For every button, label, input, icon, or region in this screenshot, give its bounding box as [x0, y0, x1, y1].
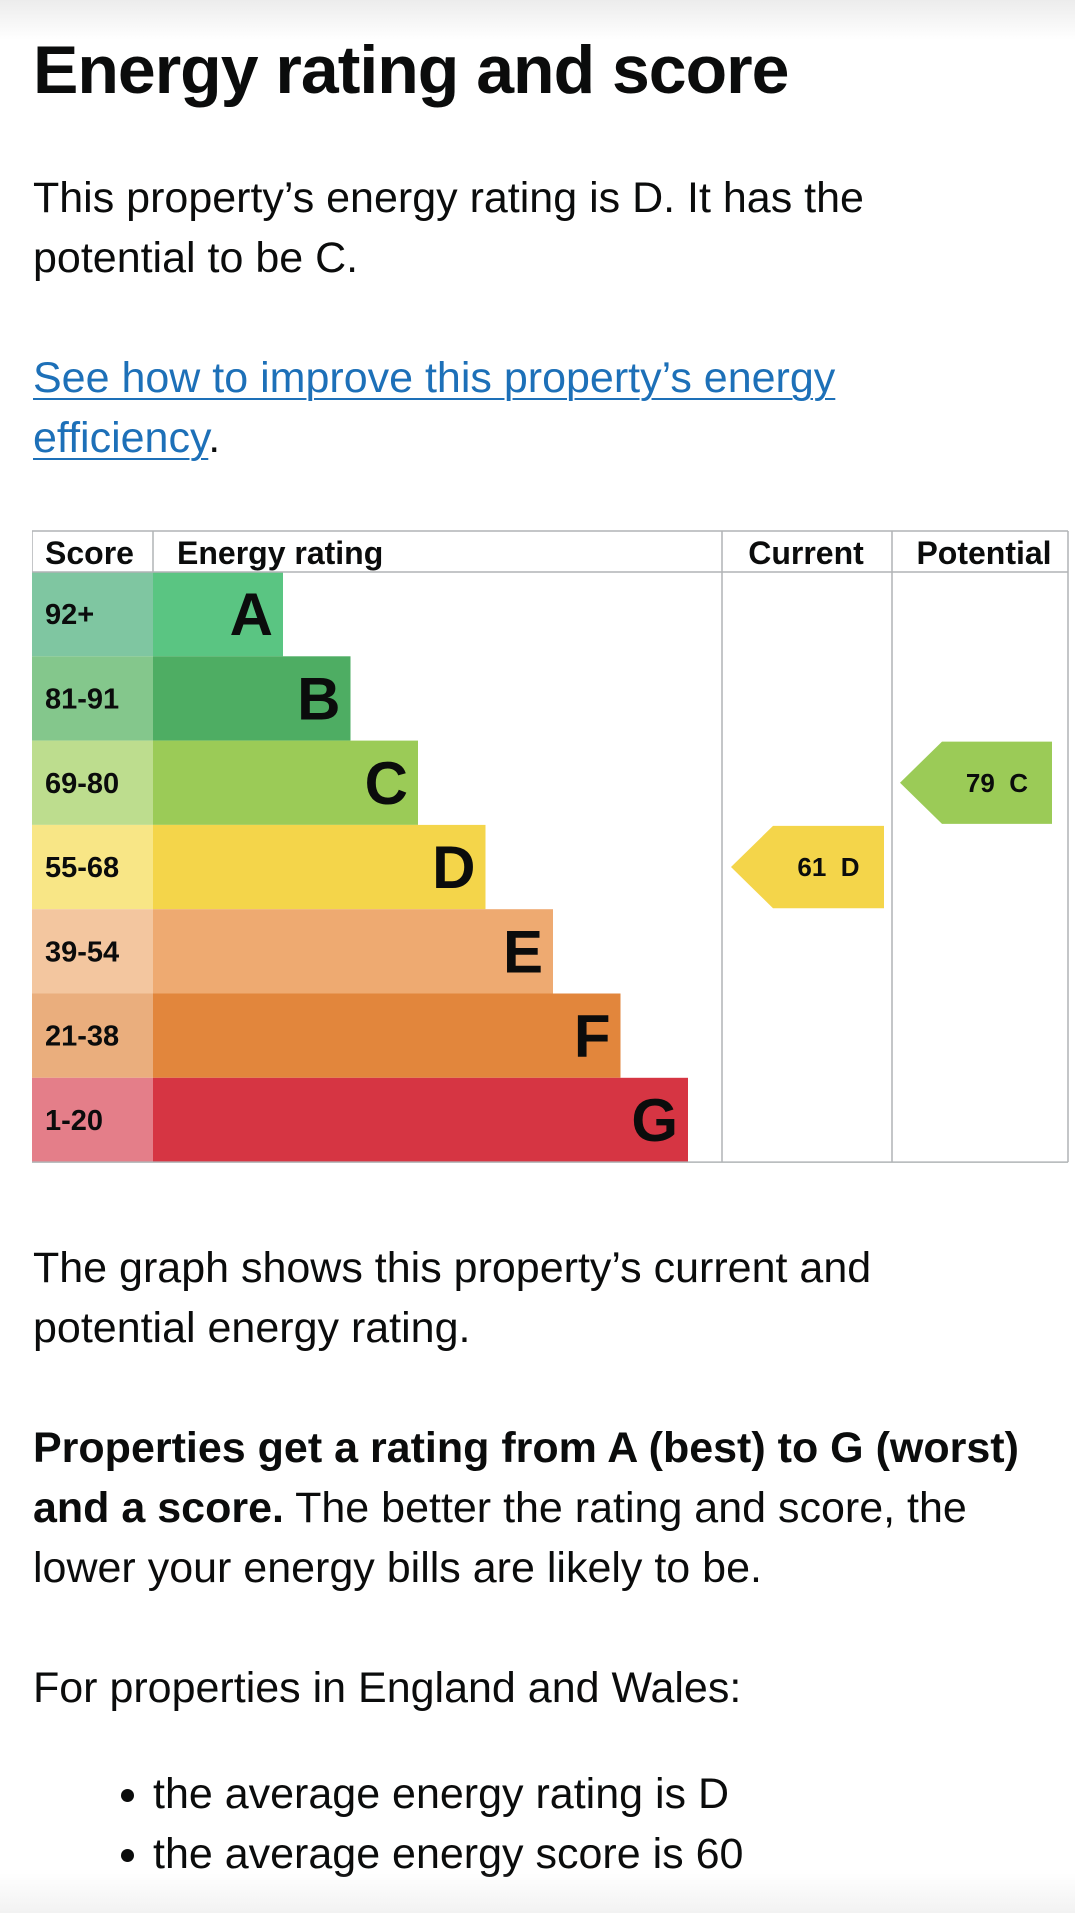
bottom-shadow — [0, 1873, 1075, 1913]
score-range-e: 39-54 — [45, 936, 119, 968]
score-cell-d — [32, 824, 153, 910]
improve-link-paragraph: See how to improve this property’s energ… — [33, 348, 993, 468]
potential-rating-arrow — [900, 741, 1052, 824]
score-range-a: 92+ — [45, 599, 94, 631]
rating-bar-c — [153, 740, 418, 825]
rating-letter-g: G — [631, 1087, 678, 1154]
ratings-explainer: Properties get a rating from A (best) to… — [33, 1418, 1043, 1598]
rating-bar-a — [153, 572, 283, 657]
top-shadow — [0, 0, 1075, 40]
averages-list: the average energy rating is D the avera… — [103, 1764, 743, 1884]
average-score-item: the average energy score is 60 — [153, 1824, 743, 1884]
score-range-f: 21-38 — [45, 1021, 119, 1053]
current-rating-label: 61 D — [797, 852, 859, 882]
rating-bar-g — [153, 1077, 688, 1163]
rating-arrows: 61 D 79 C — [731, 741, 1052, 909]
graph-grid — [32, 530, 1069, 1163]
header-energy-rating: Energy rating — [177, 535, 383, 571]
rating-letter-c: C — [365, 750, 408, 817]
rating-bands: 92+ A 81-91 B 69-80 C 55-68 D 39-54 E 21-38 F 1-20 G — [32, 572, 688, 1163]
rating-letter-d: D — [432, 834, 475, 901]
header-score: Score — [45, 535, 134, 571]
header-current: Current — [748, 535, 864, 571]
average-rating-item: the average energy rating is D — [153, 1764, 743, 1824]
score-cell-e — [32, 909, 153, 994]
rating-letter-e: E — [503, 918, 543, 985]
score-cell-b — [32, 656, 153, 741]
rating-bar-f — [153, 993, 621, 1078]
score-cell-g — [32, 1077, 153, 1163]
link-suffix: . — [208, 414, 221, 462]
score-range-g: 1-20 — [45, 1105, 103, 1137]
rating-letter-a: A — [230, 581, 273, 648]
score-range-c: 69-80 — [45, 768, 119, 800]
score-range-d: 55-68 — [45, 852, 119, 884]
score-range-b: 81-91 — [45, 683, 119, 715]
improve-efficiency-link[interactable]: See how to improve this property’s energ… — [33, 354, 836, 462]
score-cell-a — [32, 572, 153, 657]
rating-letter-f: F — [574, 1003, 611, 1070]
header-potential: Potential — [916, 535, 1051, 571]
current-rating-arrow — [731, 825, 884, 909]
ratings-explainer-bold: Properties get a rating from A (best) to… — [33, 1424, 1019, 1532]
score-cell-f — [32, 993, 153, 1078]
energy-rating-graph: 92+ A81-91 B69-80 C55-68 D39-54 E21-38 F1-20 G … — [32, 530, 1069, 1163]
score-cell-c — [32, 740, 153, 825]
rating-letter-b: B — [297, 665, 340, 732]
graph-description: The graph shows this property’s current … — [33, 1244, 872, 1352]
region-intro: For properties in England and Wales: — [33, 1664, 742, 1712]
rating-summary: This property’s energy rating is D. It h… — [33, 174, 864, 282]
rating-bar-e — [153, 909, 553, 994]
rating-bar-d — [153, 824, 486, 910]
ratings-explainer-rest: The better the rating and score, the low… — [33, 1484, 967, 1592]
potential-rating-label: 79 C — [966, 768, 1028, 798]
page-title: Energy rating and score — [33, 32, 789, 108]
rating-bar-b — [153, 656, 351, 741]
